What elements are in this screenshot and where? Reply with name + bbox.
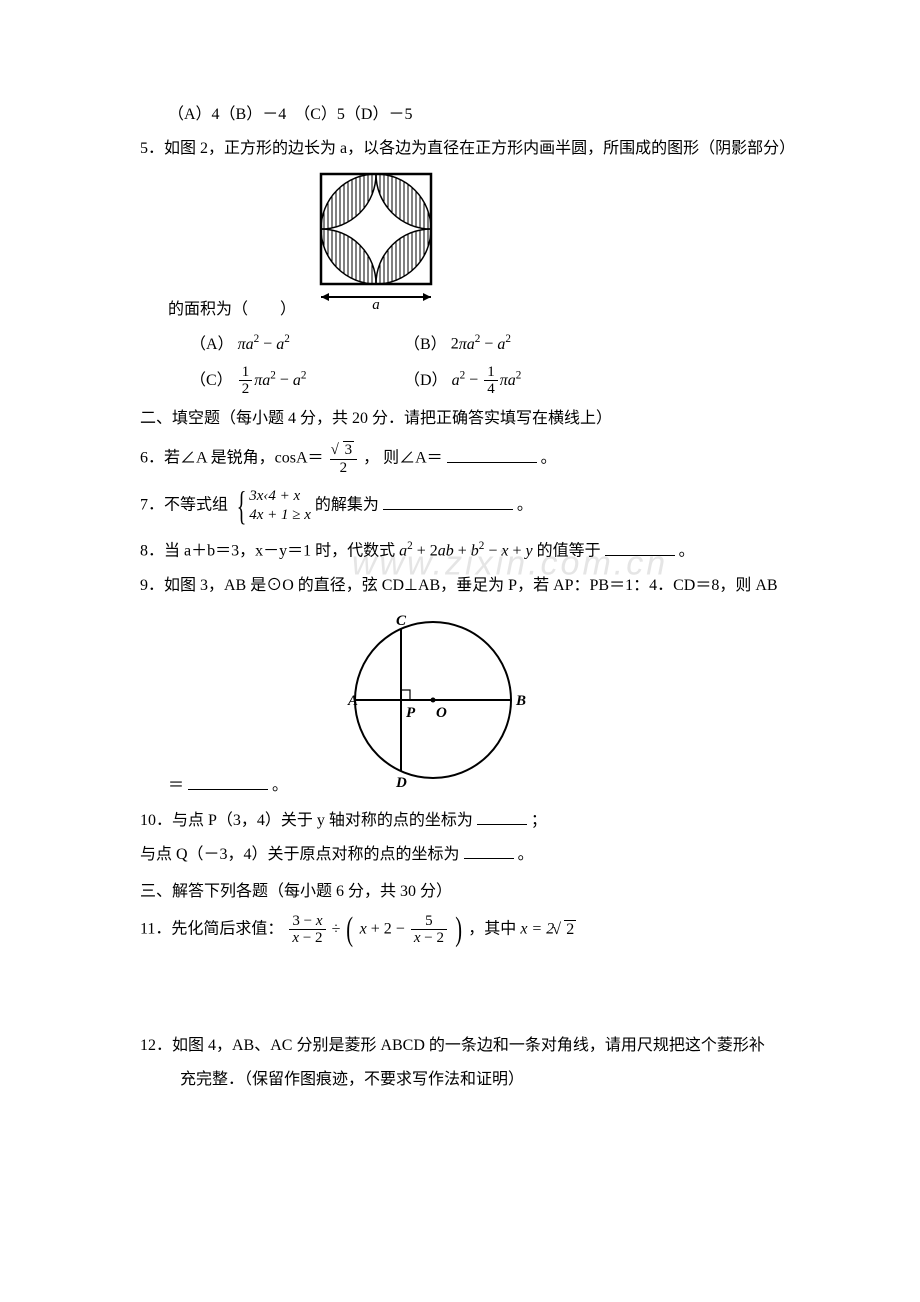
- svg-text:a: a: [372, 297, 380, 313]
- q10-blank1: [477, 808, 527, 825]
- q9-blank: [188, 773, 268, 790]
- q7-mid: 的解集为: [315, 497, 379, 514]
- q7-sys2: 4x + 1 ≥ x: [249, 506, 311, 526]
- q11-pre: 11．先化简后求值：: [140, 921, 283, 938]
- q10-l2-end: 。: [518, 846, 534, 863]
- q11-xval: x = 2: [520, 921, 554, 938]
- svg-text:P: P: [406, 705, 416, 721]
- q10-l1-end: ；: [531, 812, 547, 829]
- q6-mid: ， 则∠A＝: [363, 450, 443, 467]
- q12-l2: 充完整．（保留作图痕迹，不要求写作法和证明）: [140, 1065, 820, 1095]
- q6-end: 。: [541, 450, 557, 467]
- svg-text:D: D: [395, 775, 407, 790]
- section-2-title: 二、填空题（每小题 4 分，共 20 分．请把正确答实填写在横线上）: [140, 404, 820, 434]
- q9-end: 。: [272, 777, 288, 794]
- q7: 7．不等式组 { 3x‹4 + x 4x + 1 ≥ x 的解集为 。: [140, 486, 820, 526]
- q10-l2: 与点 Q（－3，4）关于原点对称的点的坐标为 。: [140, 840, 820, 870]
- q11-mid: ，其中: [468, 921, 520, 938]
- q9-fig-row: ＝ 。 A B C D O P: [140, 605, 820, 801]
- q5-optB-label: （B）: [404, 330, 447, 360]
- q5-stem-a: 5．如图 2，正方形的边长为 a，以各边为直径在正方形内画半圆，所围成的图形（阴…: [140, 134, 820, 164]
- section-3-title: 三、解答下列各题（每小题 6 分，共 30 分）: [140, 877, 820, 907]
- q7-sys1: 3x‹4 + x: [249, 487, 311, 507]
- q8: 8．当 a＋b＝3，x－y＝1 时，代数式 a2 + 2ab + b2 − x …: [140, 536, 820, 567]
- q5-opts-cd: （C） 12πa2 − a2 （D） a2 − 14πa2: [140, 364, 820, 398]
- q5-opts-ab: （A） πa2 − a2 （B） 2πa2 − a2: [140, 329, 820, 360]
- q10-blank2: [464, 842, 514, 859]
- q7-blank: [383, 493, 513, 510]
- q5-optD-label: （D）: [404, 366, 448, 396]
- svg-text:B: B: [515, 693, 526, 709]
- figure-2: a: [306, 169, 436, 325]
- q5-stem-b: 的面积为（ ）: [168, 295, 296, 325]
- q8-end: 。: [679, 543, 695, 560]
- q10-l1-text: 10．与点 P（3，4）关于 y 轴对称的点的坐标为: [140, 812, 473, 829]
- q9-line: 9．如图 3，AB 是⊙O 的直径，弦 CD⊥AB，垂足为 P，若 AP：PB＝…: [140, 571, 820, 601]
- q4-options: （A）4（B）－4 （C）5（D）－5: [140, 100, 820, 130]
- svg-text:O: O: [436, 705, 447, 721]
- q5-optA-label: （A）: [190, 330, 234, 360]
- q6-den: 2: [330, 460, 358, 477]
- q5-stem-b-row: 的面积为（ ） a: [140, 169, 820, 325]
- figure-3: A B C D O P: [328, 605, 528, 801]
- q6-num: 3: [343, 441, 355, 458]
- q8-blank: [605, 539, 675, 556]
- q10-l2-text: 与点 Q（－3，4）关于原点对称的点的坐标为: [140, 846, 460, 863]
- q9-eq: ＝: [168, 777, 184, 794]
- q5-optC-label: （C）: [190, 366, 233, 396]
- q11: 11．先化简后求值： 3 − xx − 2 ÷ ( x + 2 − 5x − 2…: [140, 913, 820, 947]
- q12-l1: 12．如图 4，AB、AC 分别是菱形 ABCD 的一条边和一条对角线，请用尺规…: [140, 1031, 820, 1061]
- q6-blank: [447, 446, 537, 463]
- q6: 6．若∠A 是锐角，cosA＝ 3 2 ， 则∠A＝ 。: [140, 442, 820, 476]
- q8-mid: 的值等于: [537, 543, 601, 560]
- q8-pre: 8．当 a＋b＝3，x－y＝1 时，代数式: [140, 543, 399, 560]
- q6-pre: 6．若∠A 是锐角，cosA＝: [140, 450, 324, 467]
- q10-l1: 10．与点 P（3，4）关于 y 轴对称的点的坐标为 ；: [140, 806, 820, 836]
- svg-text:C: C: [396, 613, 407, 629]
- svg-text:A: A: [347, 693, 358, 709]
- q7-end: 。: [517, 497, 533, 514]
- q7-pre: 7．不等式组: [140, 497, 228, 514]
